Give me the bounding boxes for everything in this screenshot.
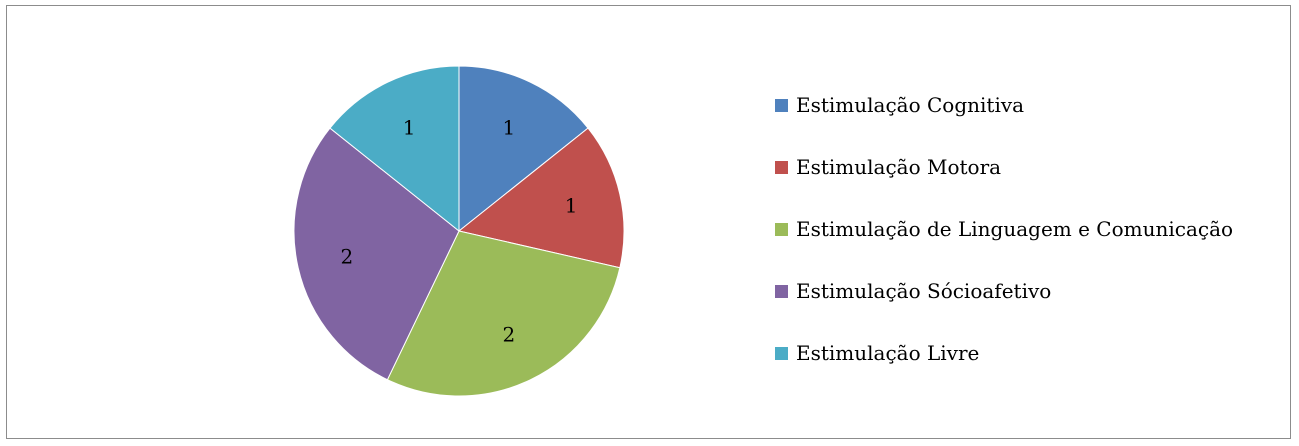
pie-chart: 1 1 2 2 1 <box>293 65 625 397</box>
data-label-1: 1 <box>503 115 516 139</box>
legend-label: Estimulação Motora <box>796 155 1002 179</box>
legend-swatch <box>775 99 788 112</box>
legend-label: Estimulação Livre <box>796 341 980 365</box>
legend-label: Estimulação Cognitiva <box>796 93 1025 117</box>
data-label-3: 2 <box>503 323 516 347</box>
legend-swatch <box>775 285 788 298</box>
pie-slice-4 <box>293 127 460 381</box>
pie-slice-5 <box>329 65 460 233</box>
data-label-2: 1 <box>565 193 578 217</box>
chart-area: 1 1 2 2 1 Estimulação Cognitiva Estimulação M… <box>6 5 1291 439</box>
legend-label: Estimulação Sócioafetivo <box>796 279 1052 303</box>
legend-swatch <box>775 223 788 236</box>
data-label-5: 1 <box>403 115 416 139</box>
legend-label: Estimulação de Linguagem e Comunicação <box>796 217 1234 241</box>
legend-swatch <box>775 161 788 174</box>
pie-slice-1 <box>458 65 589 233</box>
legend-swatch <box>775 347 788 360</box>
data-label-4: 2 <box>341 245 354 269</box>
pie-slice-3 <box>386 230 621 397</box>
pie-slice-2 <box>457 127 625 269</box>
